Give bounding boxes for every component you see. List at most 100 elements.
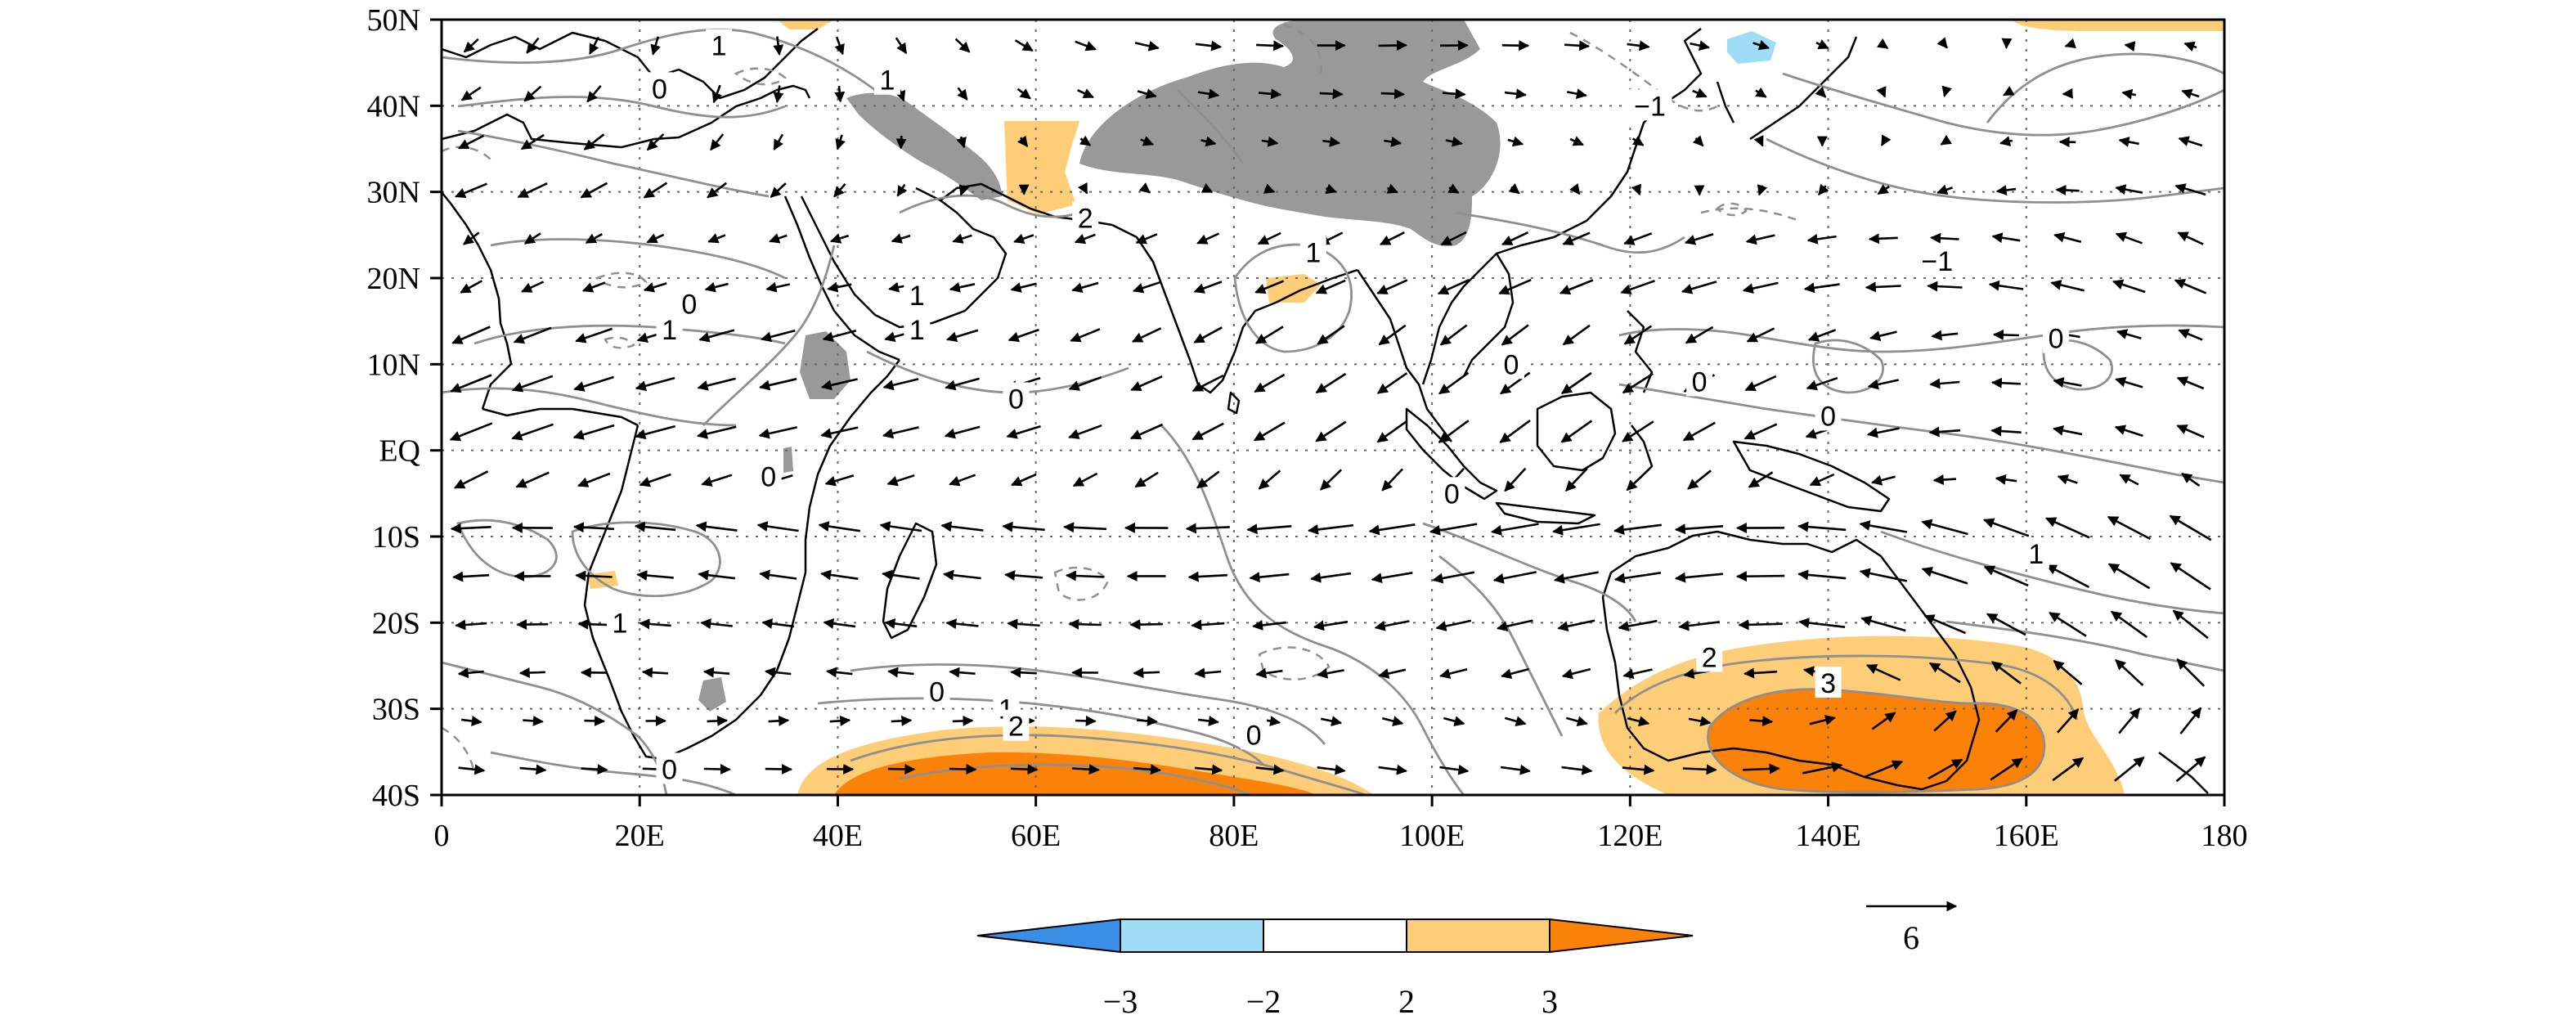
wind-vector <box>1865 281 1901 293</box>
wind-vector <box>575 570 613 582</box>
wind-vector <box>695 521 738 532</box>
x-tick-label: 80E <box>1209 819 1259 853</box>
wind-vector <box>1504 716 1527 727</box>
wind-vector <box>2053 424 2083 436</box>
wind-vector <box>1246 523 1292 535</box>
contour-label-bg <box>1686 365 1713 397</box>
contour <box>457 96 786 119</box>
wind-vector <box>824 474 855 487</box>
y-tick-label: 50N <box>367 3 420 38</box>
contour <box>702 245 836 426</box>
wind-vector <box>1068 424 1102 439</box>
wind-vector <box>455 619 487 631</box>
wind-vector <box>460 280 482 294</box>
wind-vector <box>1559 279 1594 295</box>
wind-vector <box>1687 469 1712 490</box>
wind-vector <box>1995 185 2017 195</box>
wind-vector <box>1627 40 1650 52</box>
colorbar-label: 2 <box>1398 983 1415 1020</box>
wind-vector <box>639 618 671 630</box>
wind-vector <box>1185 523 1230 534</box>
contour-label: 2 <box>1702 642 1717 673</box>
wind-vector <box>835 134 846 150</box>
contour-label: 0 <box>761 461 776 492</box>
wind-vector <box>643 282 667 293</box>
contour-label: 1 <box>2028 539 2044 570</box>
wind-vector <box>822 330 857 343</box>
wind-vector <box>518 667 545 679</box>
wind-vector <box>2115 231 2143 245</box>
wind-vector <box>882 426 919 439</box>
contour-label: −1 <box>1634 91 1666 122</box>
wind-vector <box>1622 372 1654 394</box>
wind-vector <box>1258 469 1281 490</box>
wind-vector <box>1002 521 1045 532</box>
wind-vector <box>1744 667 1778 679</box>
wind-vector <box>1923 614 1967 635</box>
wind-vector <box>1928 426 1961 438</box>
wind-vector <box>957 87 968 101</box>
shade-light-bay-of-bengal <box>1266 274 1321 303</box>
wind-vector <box>581 764 608 775</box>
wind-vector <box>765 281 791 293</box>
wind-vector <box>526 37 540 54</box>
wind-vector <box>2183 41 2197 52</box>
wind-vector <box>1079 135 1092 146</box>
y-tick-label: 30N <box>367 176 420 210</box>
wind-vector <box>1376 372 1408 394</box>
wind-vector <box>1876 38 1889 49</box>
wind-vector <box>1315 372 1347 394</box>
wind-vector <box>1620 280 1655 295</box>
contour-label: 0 <box>1008 384 1024 415</box>
coast-sri-lanka <box>1227 391 1241 415</box>
wind-vector <box>1507 136 1524 147</box>
wind-vector <box>1809 473 1835 487</box>
wind-vector <box>895 37 908 55</box>
wind-vector <box>1197 88 1220 100</box>
wind-vector <box>1380 88 1405 100</box>
wind-vector <box>1929 378 1960 389</box>
wind-vector <box>1569 182 1581 195</box>
wind-vector <box>454 182 487 198</box>
wind-vector <box>1376 279 1408 294</box>
wind-vector <box>879 521 922 532</box>
wind-vector <box>829 233 850 244</box>
wind-vector <box>1622 764 1655 775</box>
dashed-contour <box>442 726 476 774</box>
wind-vector <box>1802 761 1843 775</box>
wind-vector <box>2172 609 2209 640</box>
wind-vector <box>1065 570 1105 582</box>
wind-vector <box>2118 137 2139 147</box>
wind-vector <box>1320 469 1343 491</box>
contour <box>457 129 770 198</box>
wind-vector <box>887 667 914 678</box>
wind-vector <box>1499 420 1531 443</box>
contour-label: 2 <box>1008 712 1024 743</box>
coast-arabia <box>800 186 1008 329</box>
wind-vector <box>1690 40 1710 51</box>
wind-vector <box>1194 667 1222 679</box>
y-tick-label: 20N <box>367 262 420 296</box>
wind-vector <box>1252 619 1286 631</box>
wind-vector <box>1010 282 1037 293</box>
wind-vector <box>1748 471 1774 488</box>
wind-vector <box>1440 231 1467 246</box>
wind-vector <box>1631 183 1641 196</box>
wind-vector <box>1566 88 1587 100</box>
mask-caspian-zagros <box>846 92 1002 200</box>
shade-blue-japan <box>1727 31 1776 64</box>
wind-vector <box>457 667 484 679</box>
wind-vector <box>1071 281 1099 294</box>
wind-vector <box>1995 474 2017 485</box>
wind-vector <box>820 426 859 439</box>
wind-vector <box>2170 562 2211 591</box>
wind-vector <box>1613 523 1662 536</box>
wind-vector <box>1867 379 1899 390</box>
x-tick-label: 120E <box>1597 819 1663 853</box>
wind-vector <box>577 618 610 630</box>
wind-vector <box>697 377 736 391</box>
wind-vector <box>1817 183 1829 196</box>
wind-vector <box>1140 136 1155 146</box>
wind-vector <box>1010 764 1039 775</box>
wind-vector <box>1868 233 1898 245</box>
